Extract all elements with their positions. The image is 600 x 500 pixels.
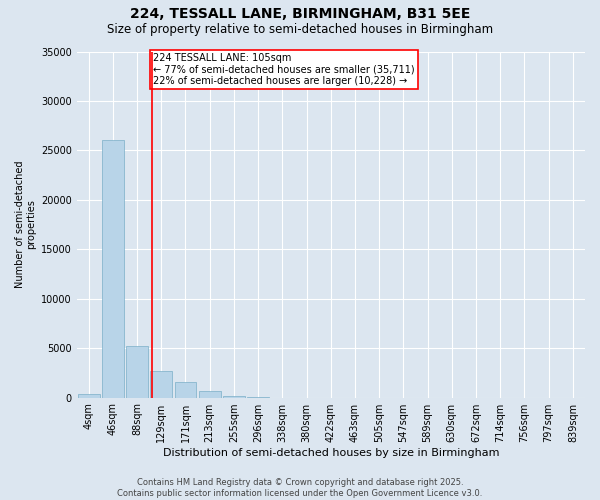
Bar — [199, 390, 221, 398]
Text: 224 TESSALL LANE: 105sqm
← 77% of semi-detached houses are smaller (35,711)
22% : 224 TESSALL LANE: 105sqm ← 77% of semi-d… — [153, 53, 415, 86]
Text: Contains HM Land Registry data © Crown copyright and database right 2025.
Contai: Contains HM Land Registry data © Crown c… — [118, 478, 482, 498]
Bar — [151, 371, 172, 398]
Text: Size of property relative to semi-detached houses in Birmingham: Size of property relative to semi-detach… — [107, 22, 493, 36]
Text: 224, TESSALL LANE, BIRMINGHAM, B31 5EE: 224, TESSALL LANE, BIRMINGHAM, B31 5EE — [130, 8, 470, 22]
Bar — [223, 396, 245, 398]
Bar — [175, 382, 196, 398]
X-axis label: Distribution of semi-detached houses by size in Birmingham: Distribution of semi-detached houses by … — [163, 448, 499, 458]
Y-axis label: Number of semi-detached
properties: Number of semi-detached properties — [15, 161, 37, 288]
Bar — [102, 140, 124, 398]
Bar — [78, 394, 100, 398]
Bar — [126, 346, 148, 398]
